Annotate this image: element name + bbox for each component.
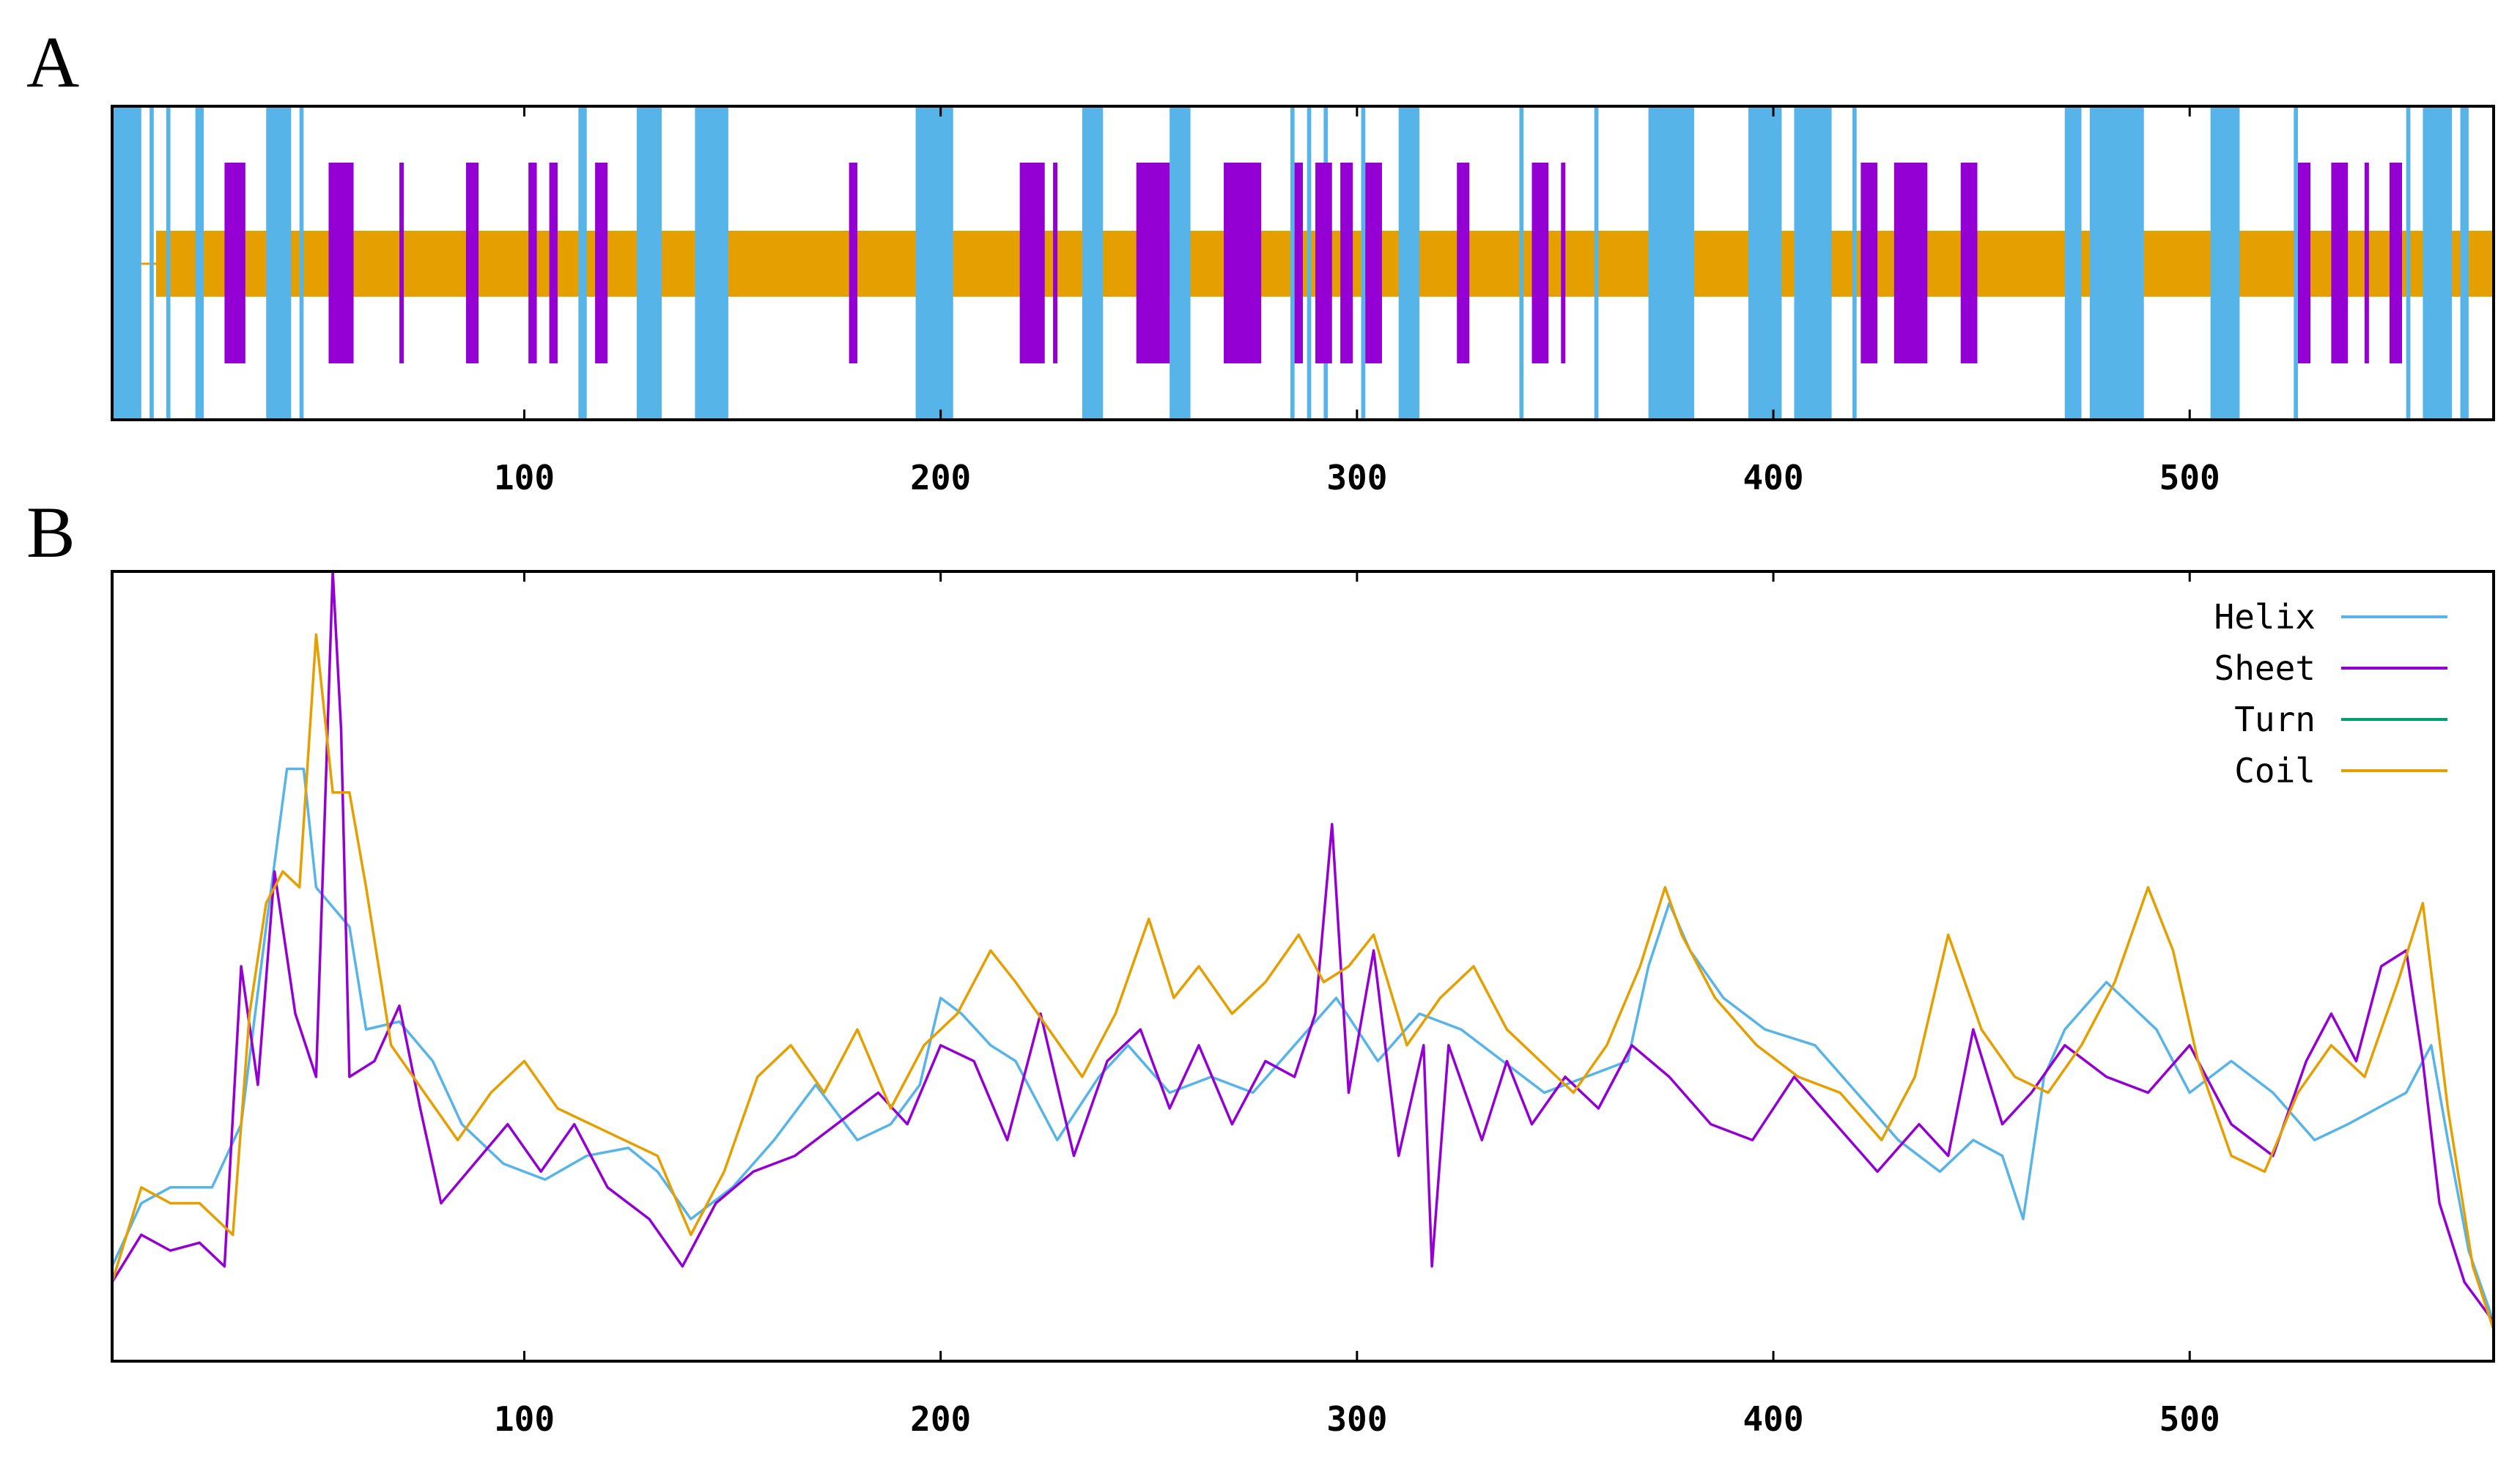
- sheet-segment: [595, 163, 608, 363]
- helix-series-line: [111, 767, 2495, 1322]
- helix-segment: [1307, 106, 1312, 420]
- sheet-segment: [399, 163, 404, 363]
- x-tick-label: 200: [910, 1399, 971, 1439]
- panel-a-frame: [111, 105, 2495, 421]
- helix-segment: [2064, 106, 2082, 420]
- helix-segment: [149, 106, 154, 420]
- helix-segment: [636, 106, 662, 420]
- helix-segment: [2210, 106, 2240, 420]
- helix-segment: [1519, 106, 1524, 420]
- x-tick-label: 400: [1743, 458, 1803, 497]
- sheet-segment: [1224, 163, 1262, 363]
- sheet-segments: [224, 163, 2402, 363]
- helix-segment: [2423, 106, 2453, 420]
- helix-segments: [112, 106, 2469, 420]
- x-tick-label: 100: [494, 458, 555, 497]
- x-tick-label: 300: [1326, 458, 1387, 497]
- helix-segment: [915, 106, 953, 420]
- sheet-series-line: [111, 570, 2495, 1323]
- x-tick-label: 500: [2159, 458, 2220, 497]
- coil-series-line: [111, 633, 2495, 1330]
- sheet-segment: [1019, 163, 1045, 363]
- panel-b-series: [111, 570, 2495, 1330]
- sheet-segment: [1294, 163, 1303, 363]
- legend-label-sheet: Sheet: [2214, 648, 2316, 688]
- secondary-structure-track-chart: 100 200 300 400 500: [111, 105, 2495, 497]
- helix-segment: [578, 106, 587, 420]
- helix-segment: [1794, 106, 1832, 420]
- x-tick-label: 300: [1326, 1399, 1387, 1439]
- panel-b-gridlines: [523, 571, 2191, 1361]
- helix-segment: [2089, 106, 2144, 420]
- helix-segment: [299, 106, 304, 420]
- secondary-structure-line-chart: 100 200 300 400 500 Helix Sheet Turn Coil: [111, 570, 2495, 1439]
- sheet-segment: [224, 163, 245, 363]
- sheet-segment: [328, 163, 354, 363]
- x-tick-label: 200: [910, 458, 971, 497]
- helix-segment: [1398, 106, 1420, 420]
- helix-segment: [695, 106, 728, 420]
- sheet-segment: [1315, 163, 1332, 363]
- helix-segment: [1082, 106, 1104, 420]
- sheet-segment: [2364, 163, 2369, 363]
- sheet-segment: [1053, 163, 1058, 363]
- legend-label-coil: Coil: [2234, 751, 2316, 790]
- x-tick-label: 100: [494, 1399, 555, 1439]
- sheet-segment: [1340, 163, 1353, 363]
- sheet-segment: [549, 163, 558, 363]
- sheet-segment: [1960, 163, 1978, 363]
- helix-segment: [166, 106, 171, 420]
- panel-b-letter: B: [26, 492, 75, 573]
- helix-segment: [1648, 106, 1695, 420]
- helix-segment: [1748, 106, 1782, 420]
- helix-segment: [1290, 106, 1295, 420]
- helix-segment: [1170, 106, 1191, 420]
- helix-segment: [266, 106, 292, 420]
- sheet-segment: [1861, 163, 1878, 363]
- sheet-segment: [1457, 163, 1470, 363]
- sheet-segment: [2331, 163, 2349, 363]
- x-tick-label: 500: [2159, 1399, 2220, 1439]
- sheet-segment: [528, 163, 537, 363]
- x-tick-label: 400: [1743, 1399, 1803, 1439]
- sheet-segment: [1561, 163, 1566, 363]
- helix-segment: [2406, 106, 2411, 420]
- panel-b-frame: [111, 570, 2495, 1363]
- legend-label-helix: Helix: [2214, 597, 2316, 637]
- sheet-segment: [849, 163, 858, 363]
- legend: Helix Sheet Turn Coil: [2214, 597, 2447, 790]
- sheet-segment: [1365, 163, 1382, 363]
- helix-segment: [2460, 106, 2469, 420]
- helix-segment: [2294, 106, 2298, 420]
- sheet-segment: [1531, 163, 1549, 363]
- helix-segment: [1594, 106, 1599, 420]
- panel-a-gridlines: [523, 106, 2191, 420]
- helix-segment: [1852, 106, 1857, 420]
- sheet-segment: [1136, 163, 1170, 363]
- panel-a-letter: A: [26, 21, 79, 103]
- sheet-segment: [465, 163, 478, 363]
- panel-b-x-ticks: 100 200 300 400 500: [494, 1399, 2220, 1439]
- helix-segment: [112, 106, 141, 420]
- sheet-segment: [1893, 163, 1928, 363]
- sheet-segment: [2389, 163, 2402, 363]
- helix-segment: [1361, 106, 1366, 420]
- panel-a-x-ticks: 100 200 300 400 500: [494, 458, 2220, 497]
- legend-label-turn: Turn: [2234, 700, 2316, 739]
- sheet-segment: [2297, 163, 2310, 363]
- helix-segment: [195, 106, 204, 420]
